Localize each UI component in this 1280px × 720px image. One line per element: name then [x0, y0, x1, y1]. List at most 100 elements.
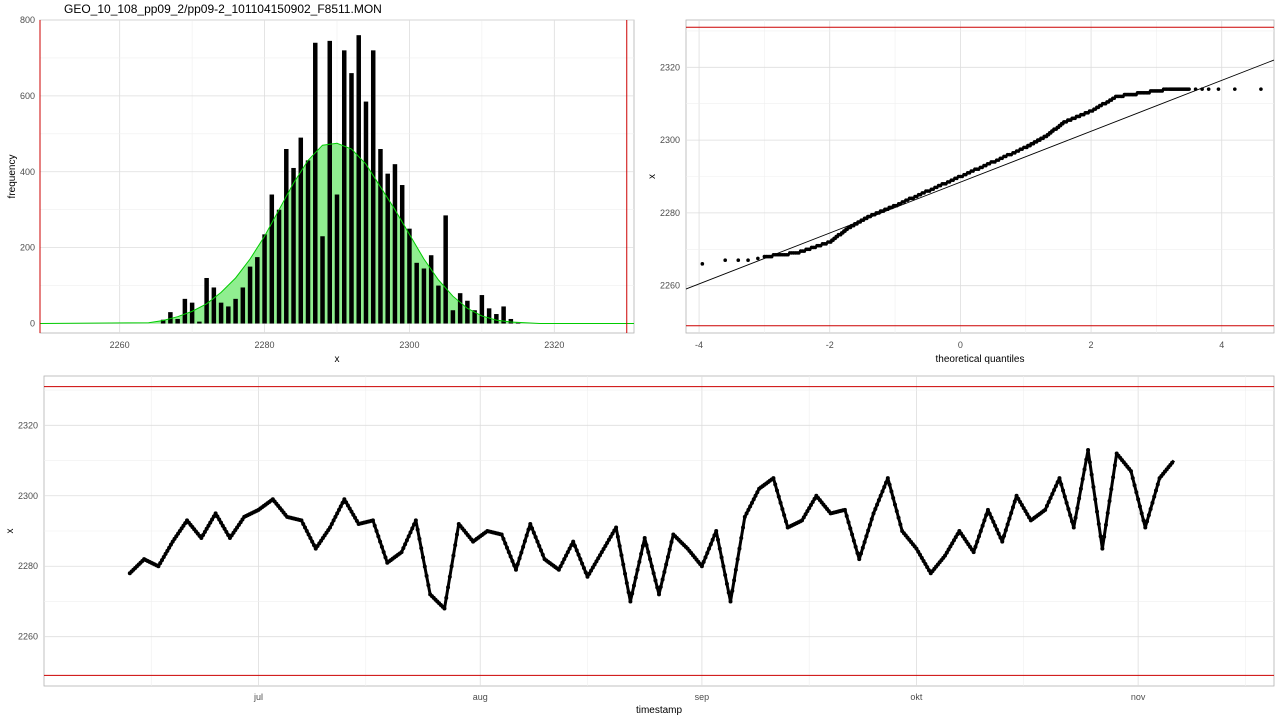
series-point: [612, 528, 617, 533]
y-axis-label: frequency: [7, 155, 18, 199]
series-point: [1109, 487, 1114, 492]
x-tick-label: jul: [253, 692, 263, 702]
histogram-bar: [233, 298, 238, 324]
series-point: [746, 507, 751, 512]
series-point: [717, 546, 722, 551]
series-point: [923, 562, 928, 567]
series-point: [1084, 457, 1089, 462]
series-point: [803, 512, 808, 517]
series-point: [1046, 499, 1051, 504]
series-point: [161, 554, 166, 559]
series-point: [426, 583, 431, 588]
series-point: [508, 554, 513, 559]
series-point: [506, 550, 511, 555]
series-point: [1082, 467, 1087, 472]
series-point: [848, 526, 853, 531]
series-point: [1155, 482, 1160, 487]
series-point: [342, 497, 347, 502]
series-point: [521, 544, 526, 549]
series-point: [519, 550, 524, 555]
series-point: [744, 511, 749, 516]
series-point: [199, 536, 204, 541]
series-point: [1078, 486, 1083, 491]
series-point: [774, 488, 779, 493]
series-point: [875, 502, 880, 507]
series-point: [603, 543, 608, 548]
series-point: [978, 529, 983, 533]
x-tick-label: 2320: [544, 340, 564, 350]
series-point: [998, 535, 1003, 540]
histogram-bar: [341, 50, 347, 324]
series-point: [156, 564, 161, 569]
series-point: [1112, 463, 1117, 468]
series-point: [381, 550, 386, 555]
series-point: [635, 567, 640, 572]
series-point: [1003, 528, 1008, 533]
series-point: [926, 568, 931, 573]
series-point: [730, 588, 735, 593]
series-point: [345, 503, 350, 508]
series-point: [606, 537, 611, 542]
series-point: [662, 569, 667, 574]
series-point: [993, 523, 998, 528]
series-point: [951, 538, 956, 543]
series-point: [615, 534, 620, 539]
series-point: [977, 534, 982, 539]
histogram-bar: [436, 285, 441, 324]
series-point: [630, 591, 635, 596]
series-point: [653, 578, 658, 583]
series-point: [220, 523, 225, 528]
series-point: [311, 543, 316, 548]
series-point: [308, 536, 313, 541]
histogram-bar: [443, 215, 448, 324]
series-point: [1148, 506, 1153, 511]
series-point: [633, 575, 638, 580]
series-point: [415, 527, 420, 532]
series-point: [590, 565, 595, 570]
series-point: [1005, 522, 1010, 527]
histogram-bar: [399, 185, 405, 324]
series-point: [619, 553, 624, 558]
histogram-bar: [501, 306, 506, 324]
series-point: [1089, 472, 1094, 477]
series-point: [658, 584, 663, 589]
series-point: [737, 546, 742, 551]
series-point: [855, 551, 860, 556]
series-point: [732, 578, 737, 583]
series-point: [556, 567, 561, 572]
series-point: [1021, 506, 1026, 511]
series-point: [889, 489, 894, 494]
series-point: [994, 527, 999, 532]
series-point: [1152, 494, 1157, 499]
series-point: [1100, 546, 1105, 551]
series-point: [948, 544, 953, 549]
series-point: [158, 561, 163, 566]
series-point: [1130, 476, 1135, 481]
series-point: [515, 562, 520, 567]
x-tick-label: aug: [473, 692, 488, 702]
series-point: [778, 500, 783, 505]
series-point: [449, 564, 454, 569]
series-point: [887, 482, 892, 487]
histogram-bar: [494, 314, 499, 324]
series-point: [580, 561, 585, 566]
series-point: [699, 564, 704, 569]
series-point: [349, 509, 354, 514]
series-point: [512, 563, 517, 568]
series-point: [1069, 519, 1074, 524]
series-point: [533, 535, 538, 540]
series-point: [657, 592, 661, 597]
y-tick-label: 0: [30, 319, 35, 329]
series-point: [413, 518, 418, 523]
series-point: [880, 489, 885, 494]
y-tick-label: 2260: [660, 281, 680, 291]
series-point: [807, 506, 812, 511]
histogram-panel: 2260 2280 2300 2320 0 200 400 600 800 x frequency: [7, 15, 635, 365]
series-point: [1075, 506, 1080, 511]
histogram-bar: [515, 322, 521, 324]
series-point: [540, 552, 545, 557]
series-point: [640, 543, 645, 548]
histogram-bar: [334, 194, 340, 324]
series-point: [163, 551, 168, 556]
series-point: [592, 562, 597, 567]
